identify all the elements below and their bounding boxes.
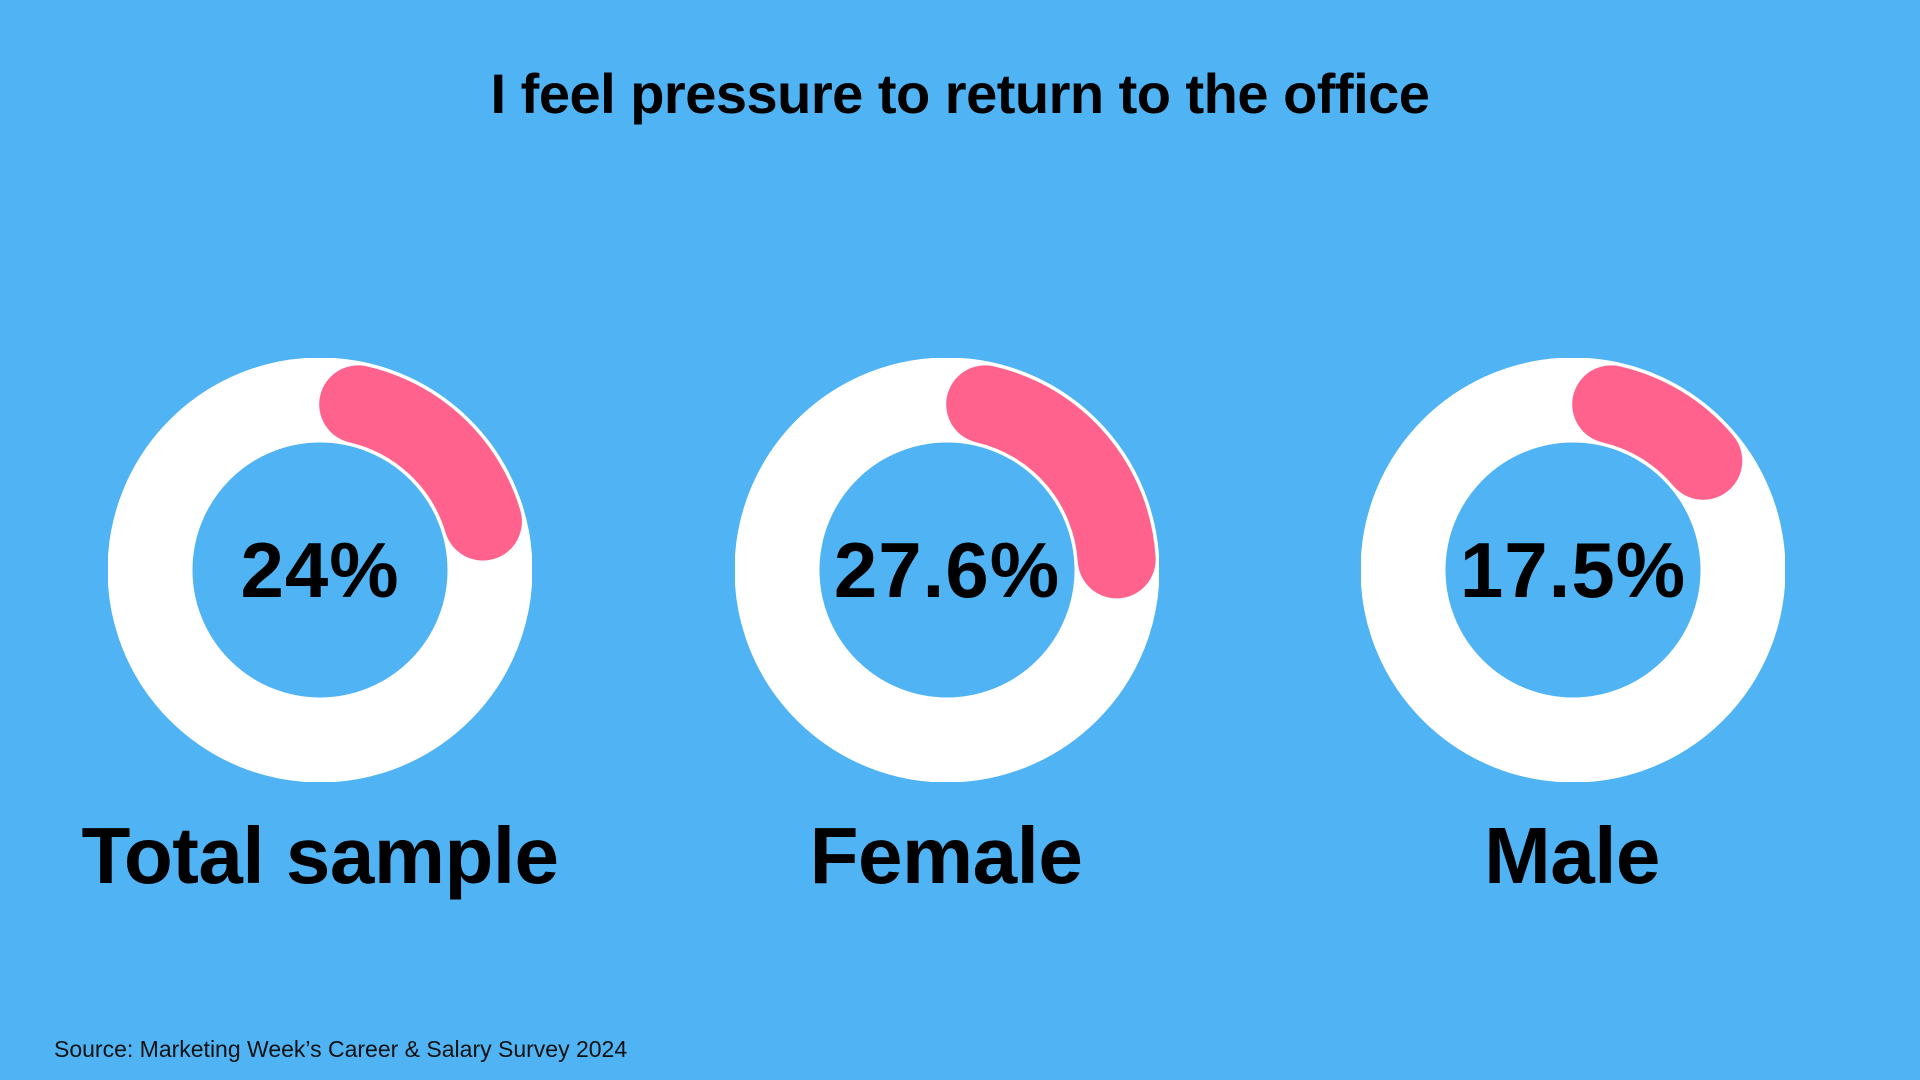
donut-female: 27.6% (735, 358, 1159, 782)
label-male: Male (1484, 811, 1660, 900)
donut-value: 24% (240, 525, 400, 614)
ring-value-arc (738, 361, 1156, 779)
donut-ring (1361, 358, 1785, 782)
donut-male: 17.5% (1361, 358, 1785, 782)
donut-ring (735, 358, 1159, 782)
label-total-sample: Total sample (81, 811, 559, 900)
ring-value-arc (111, 361, 529, 779)
donut-total-sample: 24% (108, 358, 532, 782)
donut-value: 17.5% (1459, 525, 1687, 614)
donut-ring (108, 358, 532, 782)
label-female: Female (809, 811, 1083, 900)
chart-title: I feel pressure to return to the office (490, 62, 1430, 125)
ring-value-arc (1364, 361, 1782, 779)
source-note: Source: Marketing Week’s Career & Salary… (54, 1036, 628, 1062)
donut-value: 27.6% (833, 525, 1061, 614)
